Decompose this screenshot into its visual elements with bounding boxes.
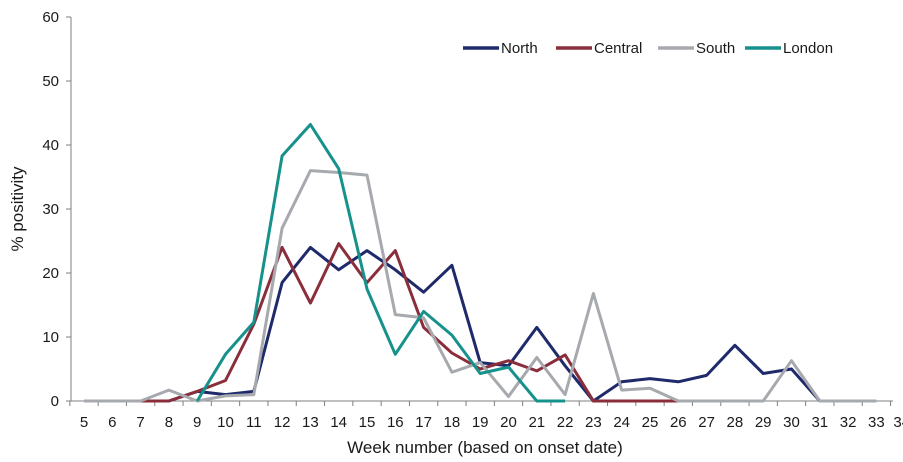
series-line-north — [84, 245, 821, 403]
x-tick-label: 31 — [811, 414, 828, 431]
series-line-london — [195, 123, 566, 403]
y-tick-label: 30 — [42, 201, 59, 218]
x-axis-ticks: 5 6 7 8 9 10 11 12 13 14 15 16 17 18 19 20 21 22 23 24 25 26 2… — [69, 401, 903, 431]
x-tick-label: 30 — [783, 414, 800, 431]
y-tick-label: 50 — [42, 73, 59, 90]
x-tick-label: 6 — [108, 414, 116, 431]
x-tick-label: 15 — [359, 414, 376, 431]
y-tick-label: 20 — [42, 265, 59, 282]
x-tick-label: 23 — [585, 414, 602, 431]
x-tick-label: 21 — [528, 414, 545, 431]
x-tick-label: 24 — [613, 414, 630, 431]
x-tick-label: 13 — [302, 414, 319, 431]
x-tick-label: 8 — [165, 414, 173, 431]
x-tick-label: 14 — [330, 414, 347, 431]
x-tick-label: 7 — [136, 414, 144, 431]
series-line-south — [84, 169, 877, 403]
x-tick-label: 5 — [80, 414, 88, 431]
y-axis-ticks: 0 10 20 30 40 50 60 — [42, 9, 71, 410]
x-tick-label: 34* — [893, 414, 903, 431]
legend-label-south: South — [696, 40, 735, 57]
legend-label-north: North — [501, 40, 538, 57]
x-tick-label: 20 — [500, 414, 517, 431]
y-axis-title: % positivity — [8, 166, 27, 252]
x-tick-label: 22 — [557, 414, 574, 431]
x-tick-label: 29 — [755, 414, 772, 431]
x-tick-label: 16 — [387, 414, 404, 431]
series-lines — [84, 123, 877, 403]
x-tick-label: 27 — [698, 414, 715, 431]
x-tick-label: 9 — [193, 414, 201, 431]
y-tick-label: 0 — [51, 393, 59, 410]
y-tick-label: 40 — [42, 137, 59, 154]
x-tick-label: 18 — [444, 414, 461, 431]
x-tick-label: 28 — [727, 414, 744, 431]
x-tick-label: 25 — [642, 414, 659, 431]
legend: North Central South London — [463, 40, 833, 57]
x-axis-title: Week number (based on onset date) — [347, 438, 623, 457]
plot-area: 0 10 20 30 40 50 60 5 6 7 8 9 10 11 12 13 14 15 16 17 18 19 2… — [42, 9, 903, 431]
y-tick-label: 60 — [42, 9, 59, 26]
y-tick-label: 10 — [42, 329, 59, 346]
legend-label-london: London — [783, 40, 833, 57]
x-tick-label: 26 — [670, 414, 687, 431]
legend-label-central: Central — [594, 40, 642, 57]
x-tick-label: 17 — [415, 414, 432, 431]
x-tick-label: 32 — [840, 414, 857, 431]
x-tick-label: 19 — [472, 414, 489, 431]
x-tick-label: 12 — [274, 414, 291, 431]
x-tick-label: 10 — [217, 414, 234, 431]
x-tick-label: 33 — [868, 414, 885, 431]
x-tick-label: 11 — [246, 414, 262, 431]
